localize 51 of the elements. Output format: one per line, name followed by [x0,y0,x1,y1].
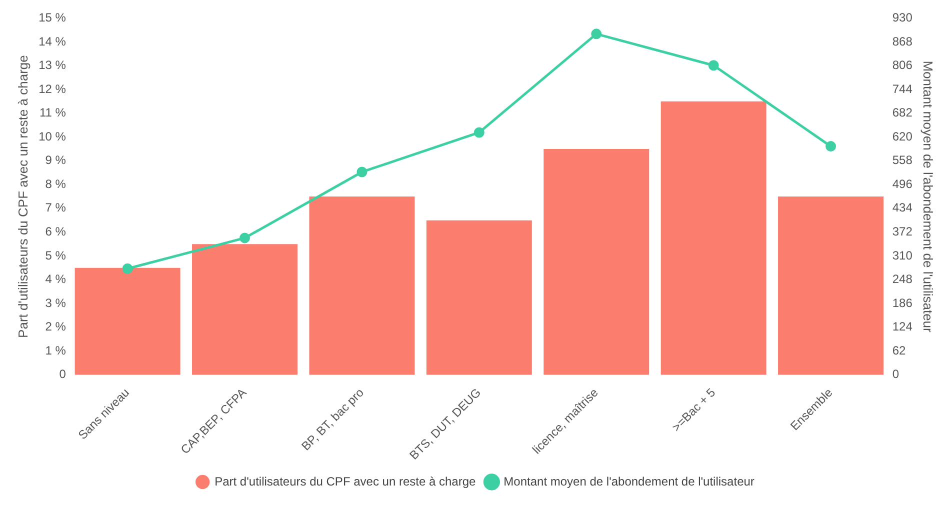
bar [778,196,884,375]
point [122,263,133,274]
y-tick-label: 5 % [45,248,66,262]
y2-tick-label: 434 [892,200,913,215]
y2-tick-label: 806 [892,58,913,72]
y-tick-label: 11 % [39,106,66,120]
y-tick-label: 13 % [38,58,66,72]
y2-tick-label: 620 [892,129,913,144]
bar [192,244,298,375]
y2-tick-label: 310 [892,248,913,262]
y2-axis-title: Montant moyen de l'abondement de l'utilisateur [920,60,936,334]
y-tick-label: 6 % [45,224,66,239]
point [356,166,368,178]
y-tick-label: 1 % [45,343,66,358]
point [474,127,484,138]
y2-tick-label: 248 [892,272,913,286]
y2-tick-label: 0 [892,367,900,382]
y2-tick-label: 682 [892,106,913,120]
y2-tick-label: 868 [892,34,913,48]
y-axis-title: Part d'utilisateurs du CPF avec un reste à charge [15,55,30,338]
point [708,60,719,71]
y-tick-label: 2 % [45,320,66,334]
y2-tick-label: 62 [892,343,906,358]
legend-label: Montant moyen de l'abondement de l'utilisateur [504,474,754,488]
y2-tick-label: 744 [892,82,913,96]
bar [660,101,766,375]
y2-tick-label: 372 [892,224,913,239]
y-tick-label: 9 % [45,153,66,168]
y-tick-label: 8 % [45,176,66,191]
y-tick-label: 4 % [45,272,66,286]
bar [426,220,532,375]
y-tick-label: 10 % [38,129,66,144]
y2-tick-label: 124 [892,320,913,334]
y2-tick-label: 186 [892,296,913,310]
y2-tick-label: 930 [892,10,913,25]
point [240,232,250,244]
bar [544,148,650,375]
y-tick-label: 0 [59,367,66,382]
x-tick-label: BP, BT, bac pro [298,385,367,454]
y-tick-label: 12 % [38,82,66,96]
point [591,28,602,40]
bar [74,268,180,375]
y2-tick-label: 558 [892,153,913,168]
y2-tick-label: 496 [892,176,913,191]
y-tick-label: 7 % [45,200,66,215]
bar [309,196,415,375]
y-tick-label: 15 % [38,10,66,25]
point [826,141,836,152]
legend-label: Part d'utilisateurs du CPF avec un reste à charge [214,474,476,488]
y-tick-label: 14 % [38,34,66,48]
y-tick-label: 3 % [45,296,66,310]
